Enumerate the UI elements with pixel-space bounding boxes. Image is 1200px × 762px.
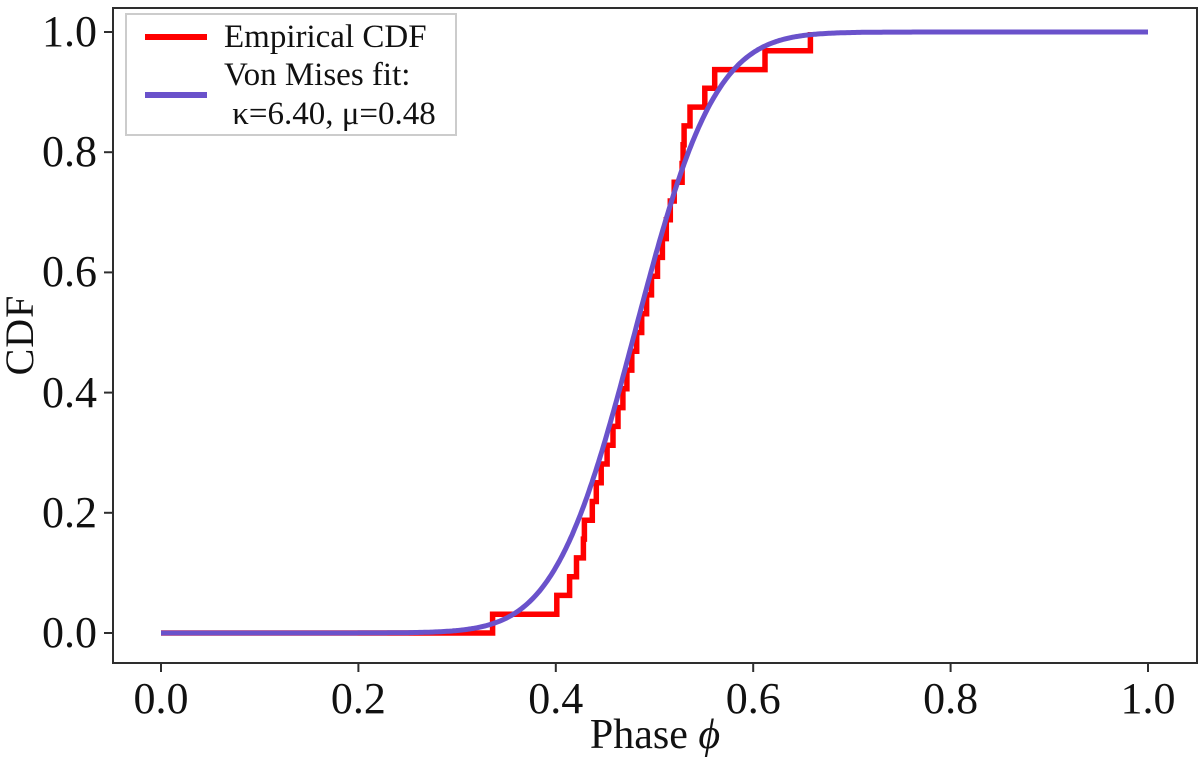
y-tick-label: 0.0 <box>42 608 97 657</box>
legend-entry-empirical: Empirical CDF <box>137 18 445 56</box>
plot-frame <box>112 7 1198 664</box>
y-tick-label: 0.2 <box>42 487 97 537</box>
phi-symbol: ϕ <box>698 712 721 758</box>
empirical-cdf-swatch <box>145 34 207 41</box>
legend-label-fit: Von Mises fit: κ=6.40, μ=0.48 <box>224 56 436 133</box>
x-axis-label-text: Phase <box>589 712 688 758</box>
legend-label-empirical: Empirical CDF <box>224 19 427 55</box>
legend: Empirical CDF Von Mises fit: κ=6.40, μ=0… <box>125 13 457 136</box>
y-tick-label: 0.4 <box>42 367 97 417</box>
y-tick-label: 0.6 <box>42 247 97 297</box>
x-tick-label: 0.6 <box>725 674 781 723</box>
x-axis-label: Phase ϕ <box>590 712 720 758</box>
legend-label-fit-line1: Von Mises fit: <box>224 57 411 94</box>
legend-label-fit-line2: κ=6.40, μ=0.48 <box>224 95 436 132</box>
von-mises-fit-swatch <box>145 91 207 98</box>
x-tick-label: 0.0 <box>133 674 189 723</box>
y-tick-label: 1.0 <box>42 7 97 56</box>
x-tick-label: 0.8 <box>923 674 979 723</box>
legend-entry-fit: Von Mises fit: κ=6.40, μ=0.48 <box>137 56 445 133</box>
von-mises-fit-line <box>161 29 1148 636</box>
y-axis-label: CDF <box>0 294 42 376</box>
y-tick-label: 0.8 <box>42 127 97 177</box>
x-tick-label: 0.4 <box>528 674 584 723</box>
x-tick-label: 1.0 <box>1120 674 1176 723</box>
x-tick-label: 0.2 <box>330 674 386 723</box>
